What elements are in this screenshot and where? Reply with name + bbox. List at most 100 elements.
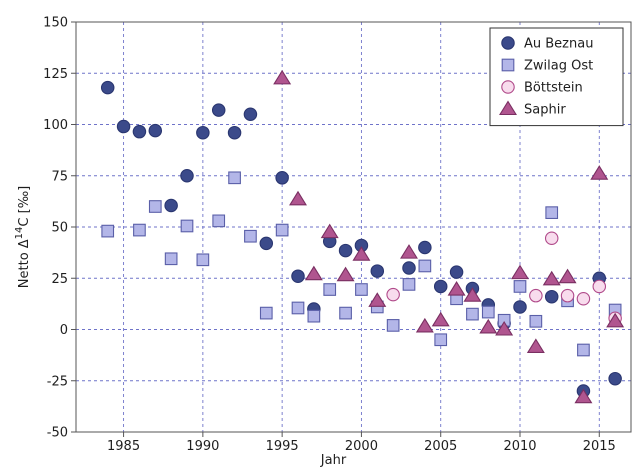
y-tick-label: 50: [51, 221, 68, 236]
data-point-b-ttstein: [592, 279, 607, 294]
x-axis-ticks: 1985 1990 1995 2000 2005 2010 2015: [107, 432, 616, 454]
data-point-zwilag-ost: [339, 306, 352, 320]
y-tick-label: -50: [47, 426, 68, 441]
data-point-saphir: [336, 266, 355, 282]
legend-marker-au-beznau: [501, 36, 515, 50]
x-tick-label: 2000: [345, 439, 378, 454]
data-point-au-beznau: [544, 289, 559, 304]
data-point-b-ttstein: [529, 288, 543, 303]
data-point-au-beznau: [402, 261, 416, 275]
legend-label-saphir: Saphir: [524, 103, 566, 118]
data-point-zwilag-ost: [259, 306, 273, 320]
data-point-zwilag-ost: [180, 219, 194, 233]
data-point-saphir: [558, 268, 577, 284]
data-point-zwilag-ost: [244, 229, 257, 243]
data-point-saphir: [273, 69, 292, 85]
y-axis-title: Netto Δ14C [‰]: [14, 186, 32, 288]
data-point-saphir: [320, 223, 339, 239]
data-point-au-beznau: [180, 169, 194, 183]
data-point-zwilag-ost: [434, 333, 448, 347]
data-point-au-beznau: [211, 103, 226, 117]
data-point-au-beznau: [132, 124, 147, 139]
data-point-zwilag-ost: [228, 171, 241, 185]
y-axis-title-group: Netto Δ14C [‰]: [14, 186, 32, 288]
data-point-zwilag-ost: [212, 214, 226, 228]
y-tick-label: 25: [51, 272, 68, 287]
data-point-b-ttstein: [544, 231, 559, 246]
data-point-au-beznau: [196, 125, 210, 140]
data-point-au-beznau: [608, 371, 622, 386]
data-point-zwilag-ost: [386, 319, 400, 332]
data-point-saphir: [463, 287, 482, 302]
data-point-saphir: [479, 318, 498, 334]
data-point-saphir: [431, 311, 450, 327]
y-tick-label: 0: [60, 323, 68, 338]
data-point-zwilag-ost: [545, 206, 559, 220]
legend-label-b-ttstein: Böttstein: [524, 81, 583, 96]
data-point-zwilag-ost: [101, 224, 115, 238]
data-point-saphir: [400, 244, 418, 259]
data-point-zwilag-ost: [307, 309, 321, 323]
y-tick-label: 100: [43, 118, 68, 133]
data-point-saphir: [289, 190, 307, 206]
x-tick-label: 1990: [186, 439, 219, 454]
data-point-b-ttstein: [386, 287, 400, 302]
data-point-au-beznau: [275, 171, 289, 185]
data-point-au-beznau: [164, 198, 178, 213]
data-point-saphir: [511, 264, 529, 280]
data-point-zwilag-ost: [402, 278, 416, 291]
x-tick-label: 1985: [107, 439, 140, 454]
data-point-saphir: [526, 338, 545, 353]
data-point-au-beznau: [243, 107, 258, 122]
y-axis-ticks: -50 -25 0 25 50 75 100 125 150: [43, 16, 76, 441]
data-point-saphir: [590, 165, 609, 180]
data-point-au-beznau: [291, 269, 305, 283]
data-point-au-beznau: [418, 240, 432, 255]
y-tick-label: 125: [43, 67, 68, 82]
data-point-zwilag-ost: [196, 253, 210, 267]
data-point-zwilag-ost: [148, 200, 162, 213]
data-point-au-beznau: [259, 236, 274, 251]
legend-marker-zwilag-ost: [501, 58, 515, 72]
data-point-b-ttstein: [560, 288, 575, 303]
data-point-saphir: [495, 320, 514, 336]
legend-marker-b-ttstein: [501, 80, 515, 94]
data-point-saphir: [574, 388, 593, 404]
data-point-zwilag-ost: [481, 305, 495, 319]
x-tick-label: 2005: [424, 439, 457, 454]
data-point-saphir: [368, 292, 387, 307]
data-point-saphir: [447, 280, 466, 296]
data-point-zwilag-ost: [275, 223, 289, 237]
legend-label-au-beznau: Au Beznau: [524, 37, 593, 52]
series-saphir: [273, 69, 625, 404]
data-point-au-beznau: [116, 119, 131, 134]
data-point-zwilag-ost: [164, 252, 178, 266]
data-point-saphir: [606, 312, 625, 328]
y-tick-label: 150: [43, 16, 68, 31]
legend-marker-saphir: [499, 100, 517, 116]
data-point-au-beznau: [370, 264, 385, 278]
data-point-zwilag-ost: [513, 280, 527, 293]
x-tick-label: 1995: [266, 439, 299, 454]
legend-label-zwilag-ost: Zwilag Ost: [524, 59, 593, 74]
data-point-saphir: [352, 246, 371, 261]
data-point-zwilag-ost: [466, 307, 479, 321]
data-point-zwilag-ost: [355, 283, 368, 296]
data-point-saphir: [542, 270, 561, 286]
data-point-saphir: [415, 317, 434, 333]
data-point-zwilag-ost: [323, 283, 337, 296]
data-point-au-beznau: [227, 125, 242, 140]
data-point-zwilag-ost: [529, 314, 543, 328]
data-point-au-beznau: [100, 80, 115, 95]
y-tick-label: -25: [47, 374, 68, 389]
x-tick-label: 2010: [503, 439, 536, 454]
data-point-au-beznau: [449, 265, 464, 279]
data-point-au-beznau: [148, 123, 163, 138]
data-point-zwilag-ost: [291, 301, 305, 315]
data-point-au-beznau: [433, 279, 448, 294]
data-point-saphir: [304, 265, 323, 281]
y-tick-label: 75: [51, 169, 68, 184]
legend: Au Beznau Zwilag Ost Böttstein Saphir: [489, 27, 624, 127]
